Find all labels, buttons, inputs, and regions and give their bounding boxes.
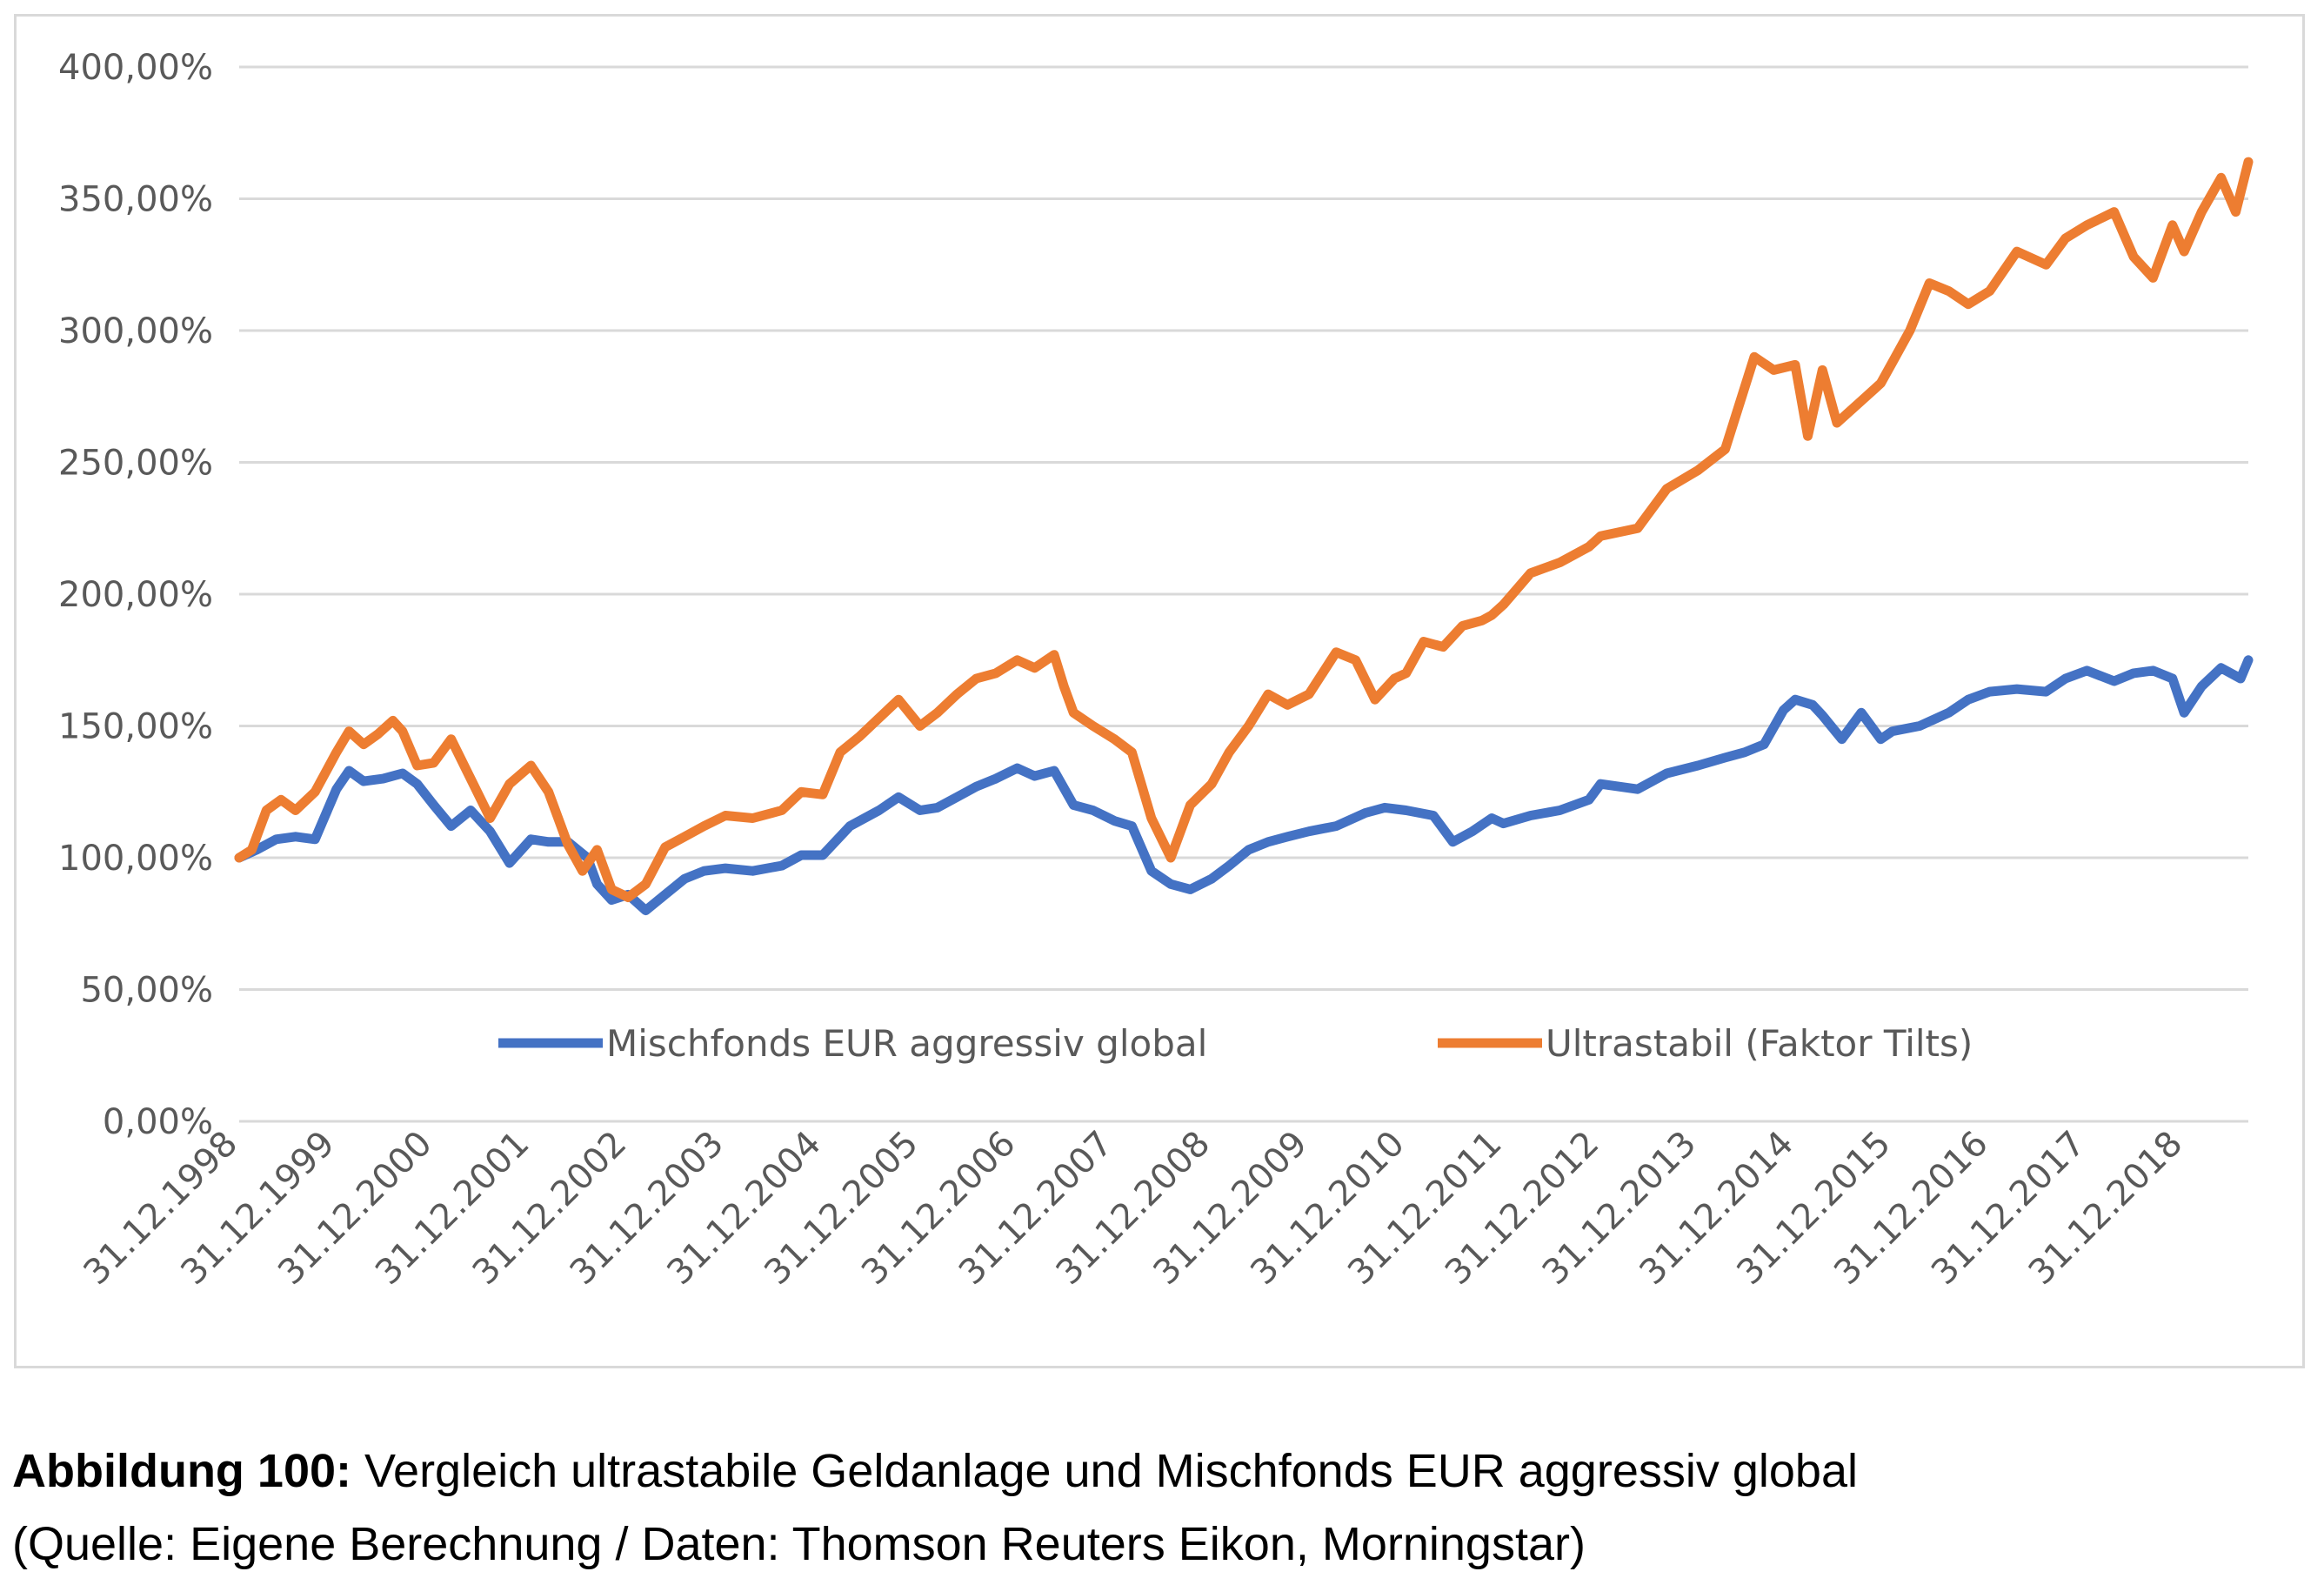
line-chart: 0,00% 50,00% 100,00% 150,00% 200,00% 250,00% 3… bbox=[58, 48, 2254, 1293]
caption-text: Vergleich ultrastabile Geldanlage und Mi… bbox=[351, 1445, 1858, 1497]
figure-source: (Quelle: Eigene Berechnung / Daten: Thom… bbox=[12, 1518, 1586, 1570]
y-tick-label: 350,00% bbox=[58, 180, 213, 220]
legend-label-2: Ultrastabil (Faktor Tilts) bbox=[1546, 1022, 1973, 1065]
y-tick-label: 50,00% bbox=[80, 971, 213, 1011]
y-tick-label: 250,00% bbox=[58, 444, 213, 484]
y-tick-label: 400,00% bbox=[58, 48, 213, 88]
y-tick-label: 100,00% bbox=[58, 839, 213, 879]
y-tick-label: 0,00% bbox=[103, 1102, 213, 1142]
series-line-2 bbox=[234, 157, 2254, 902]
y-tick-label: 300,00% bbox=[58, 311, 213, 351]
legend-label-1: Mischfonds EUR aggressiv global bbox=[606, 1022, 1207, 1065]
y-tick-label: 150,00% bbox=[58, 707, 213, 747]
y-tick-label: 200,00% bbox=[58, 575, 213, 615]
series-line-1 bbox=[234, 655, 2254, 916]
figure-caption: Abbildung 100: Vergleich ultrastabile Ge… bbox=[12, 1444, 1858, 1498]
chart-frame: 0,00% 50,00% 100,00% 150,00% 200,00% 250,00% 3… bbox=[14, 14, 2305, 1368]
caption-label: Abbildung 100: bbox=[12, 1445, 351, 1497]
